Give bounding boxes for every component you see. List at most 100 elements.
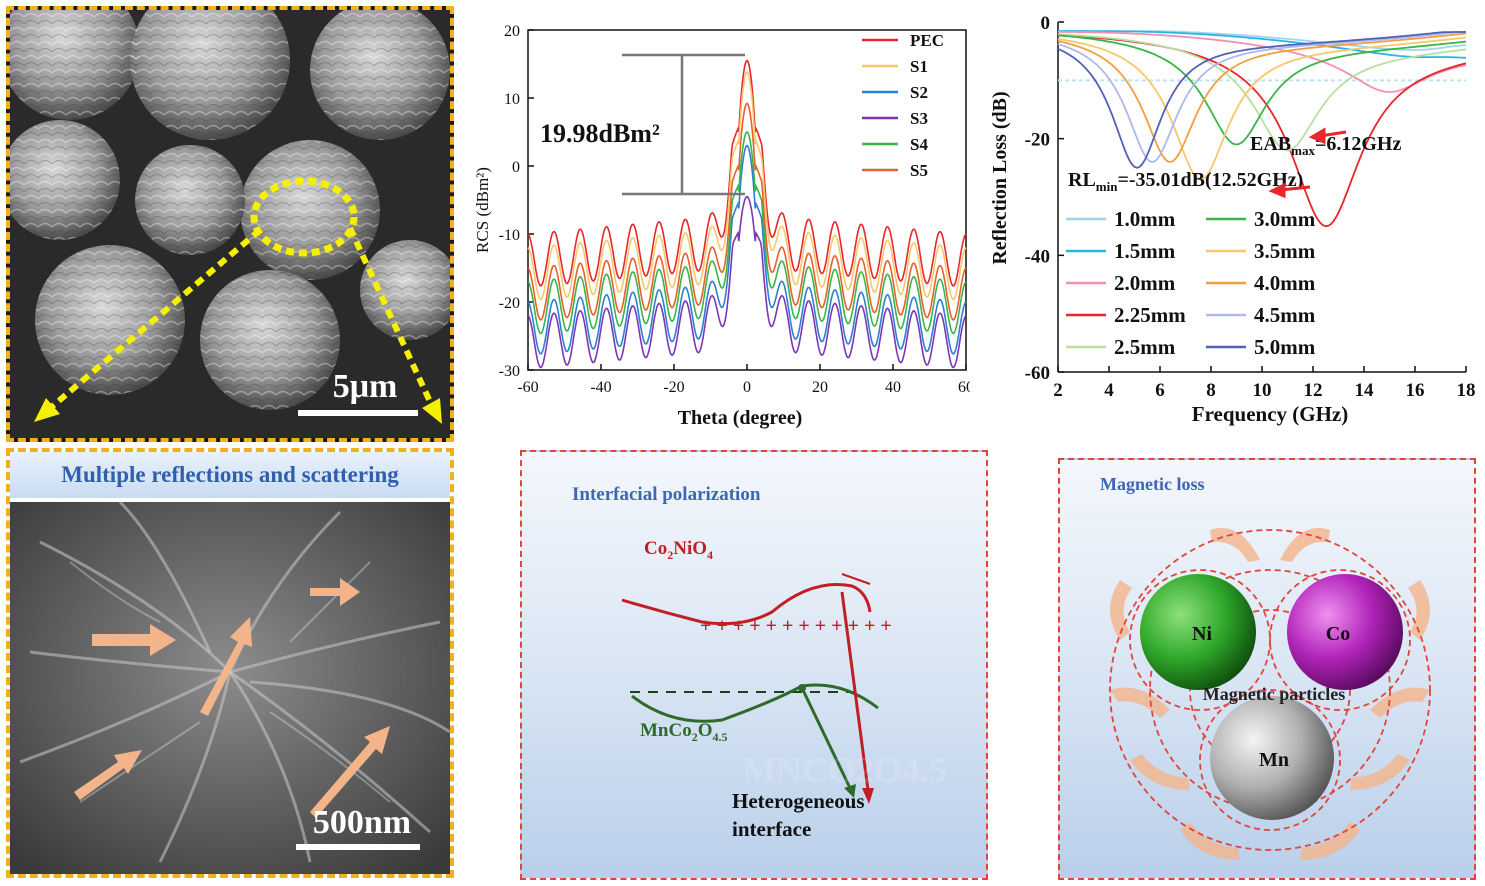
rl-legend-label: 4.5mm bbox=[1254, 303, 1316, 327]
rcs-series-s4 bbox=[527, 130, 967, 335]
rcs-annotation: 19.98dBm² bbox=[540, 119, 660, 148]
rcs-x-tick-label: -40 bbox=[590, 379, 611, 396]
ni-sphere bbox=[1140, 574, 1256, 690]
rl-min-annotation: RLmin=-35.01dB(12.52GHz) bbox=[1068, 169, 1303, 194]
rcs-y-tick-label: 10 bbox=[504, 91, 520, 108]
rcs-series-pec bbox=[527, 59, 967, 287]
rcs-y-tick-label: 0 bbox=[512, 159, 520, 176]
mnco2o45-label: MnCo2O4.5 bbox=[640, 720, 728, 744]
rl-x-axis-label: Frequency (GHz) bbox=[1192, 402, 1349, 426]
rl-series-3-0mm bbox=[1057, 34, 1467, 146]
co2nio4-label: Co2NiO4 bbox=[644, 538, 714, 562]
rcs-legend-label: S2 bbox=[910, 83, 928, 102]
rl-series-2-0mm bbox=[1058, 31, 1467, 93]
rcs-series-s3 bbox=[527, 195, 967, 369]
rcs-x-tick-label: 60 bbox=[958, 379, 970, 396]
heterogeneous-interface-label: Heterogeneous interface bbox=[732, 789, 865, 841]
rl-legend-label: 1.0mm bbox=[1114, 207, 1176, 231]
rl-series-4-5mm bbox=[1057, 31, 1466, 163]
rl-x-tick-label: 2 bbox=[1053, 380, 1063, 401]
rcs-difference-bracket bbox=[622, 53, 745, 196]
sem-image-top: 5μm bbox=[6, 6, 454, 442]
rl-series-1-5mm bbox=[1058, 30, 1467, 59]
rl-y-tick-label: -60 bbox=[1025, 363, 1050, 384]
scale-label-bottom: 500nm bbox=[312, 804, 412, 841]
rl-legend-label: 1.5mm bbox=[1114, 239, 1176, 263]
magnetic-title: Magnetic loss bbox=[1100, 474, 1205, 494]
rl-x-tick-label: 4 bbox=[1104, 380, 1114, 401]
highlight-circle bbox=[250, 177, 358, 257]
rl-x-tick-label: 18 bbox=[1457, 380, 1476, 401]
rcs-y-tick-label: -10 bbox=[499, 227, 520, 244]
eab-arrows bbox=[1268, 127, 1347, 199]
sem-flowers-illustration bbox=[10, 10, 450, 438]
rl-series-3-5mm bbox=[1057, 36, 1467, 181]
rl-legend-label: 2.0mm bbox=[1114, 271, 1176, 295]
rl-legend: 1.0mm 1.5mm 2.0mm 2.25mm 2.5mm 3.0mm 3.5mm 4.0m… bbox=[1066, 207, 1316, 359]
rl-legend-label: 3.5mm bbox=[1254, 239, 1316, 263]
rcs-series-s1 bbox=[527, 71, 967, 301]
rcs-y-tick-label: -30 bbox=[499, 363, 520, 380]
rl-x-tick-label: 10 bbox=[1253, 380, 1272, 401]
rcs-x-tick-label: 0 bbox=[743, 379, 751, 396]
rcs-y-tick-label: -20 bbox=[499, 295, 520, 312]
rcs-legend-label: S3 bbox=[910, 109, 928, 128]
rl-x-tick-label: 12 bbox=[1304, 380, 1323, 401]
rl-series-2-25mm bbox=[1057, 34, 1467, 228]
sem-nanostructure-illustration bbox=[10, 502, 450, 874]
sem-image-bottom: Multiple reflections and scattering bbox=[6, 448, 454, 878]
rl-legend-label: 5.0mm bbox=[1254, 335, 1316, 359]
rl-y-axis-label: Reflection Loss (dB) bbox=[990, 91, 1011, 264]
multiple-reflections-banner: Multiple reflections and scattering bbox=[10, 452, 450, 498]
rcs-x-axis-label: Theta (degree) bbox=[678, 407, 803, 429]
svg-text:+ + + + + + + + + + + +: + + + + + + + + + + + + bbox=[700, 615, 892, 637]
eab-annotation: EABmax=6.12GHz bbox=[1250, 133, 1401, 158]
rcs-x-tick-label: 20 bbox=[812, 379, 828, 396]
rcs-legend-label: PEC bbox=[910, 31, 944, 50]
rcs-chart: -60 -40 -20 0 20 40 60 -30 -20 -10 0 10 20 PEC S1 S2 S3… bbox=[473, 23, 970, 429]
scale-bar-bottom bbox=[296, 844, 420, 850]
rcs-legend-label: S4 bbox=[910, 135, 928, 154]
scale-label-top: 5μm bbox=[332, 368, 398, 405]
scale-bar-top bbox=[298, 410, 418, 416]
rl-series-2-5mm bbox=[1057, 33, 1467, 152]
rl-legend-label: 2.25mm bbox=[1114, 303, 1186, 327]
magnetic-loss-panel: Magnetic loss bbox=[1058, 458, 1476, 880]
svg-text:MNCO2O4.5: MNCO2O4.5 bbox=[742, 750, 947, 790]
rl-y-tick-label: 0 bbox=[1041, 13, 1051, 34]
rl-legend-label: 3.0mm bbox=[1254, 207, 1316, 231]
rl-y-tick-label: -40 bbox=[1025, 246, 1050, 267]
rl-legend-label: 4.0mm bbox=[1254, 271, 1316, 295]
co-label: Co bbox=[1326, 623, 1350, 645]
rl-x-tick-label: 8 bbox=[1206, 380, 1216, 401]
rcs-series-s5 bbox=[527, 102, 967, 321]
reflection-loss-chart: 2 4 6 8 10 12 14 16 18 0 -20 -40 -60 1.0mm 1.5mm 2.0mm… bbox=[990, 13, 1476, 426]
rcs-plot-frame bbox=[527, 29, 967, 371]
rcs-curves bbox=[527, 59, 967, 369]
rl-series-4-0mm bbox=[1057, 32, 1467, 163]
rcs-series-s2 bbox=[527, 144, 967, 355]
rl-y-tick-label: -20 bbox=[1025, 130, 1050, 151]
mn-label: Mn bbox=[1259, 749, 1289, 771]
interfacial-title: Interfacial polarization bbox=[572, 484, 761, 505]
rl-legend-label: 2.5mm bbox=[1114, 335, 1176, 359]
rcs-legend-label: S1 bbox=[910, 57, 928, 76]
rcs-y-axis-label: RCS (dBm²) bbox=[473, 167, 492, 253]
rcs-legend-label: S5 bbox=[910, 161, 928, 180]
rl-series-5-0mm bbox=[1057, 31, 1467, 169]
mn-sphere bbox=[1210, 696, 1334, 820]
rl-x-tick-label: 6 bbox=[1155, 380, 1165, 401]
rl-curves bbox=[1057, 30, 1467, 228]
rcs-legend: PEC S1 S2 S3 S4 S5 bbox=[862, 31, 944, 180]
rcs-x-tick-label: -20 bbox=[663, 379, 684, 396]
interfacial-diagram: + + + + + + + + + + + + MNCO2O4.5 bbox=[621, 573, 947, 804]
rl-axes: 2 4 6 8 10 12 14 16 18 0 -20 -40 -60 bbox=[1025, 13, 1476, 401]
rcs-axes: -60 -40 -20 0 20 40 60 -30 -20 -10 0 10 20 bbox=[499, 23, 970, 396]
magnetic-diagram: Ni Co Mn Magnetic particles bbox=[1109, 528, 1431, 860]
magnetic-particles-label: Magnetic particles bbox=[1203, 684, 1345, 704]
rcs-x-tick-label: 40 bbox=[885, 379, 901, 396]
ni-label: Ni bbox=[1192, 623, 1212, 645]
interfacial-polarization-panel: Interfacial polarization Co2NiO4 MnCo2O4… bbox=[520, 450, 988, 880]
rcs-y-tick-label: 20 bbox=[504, 23, 520, 40]
rl-x-tick-label: 14 bbox=[1355, 380, 1375, 401]
